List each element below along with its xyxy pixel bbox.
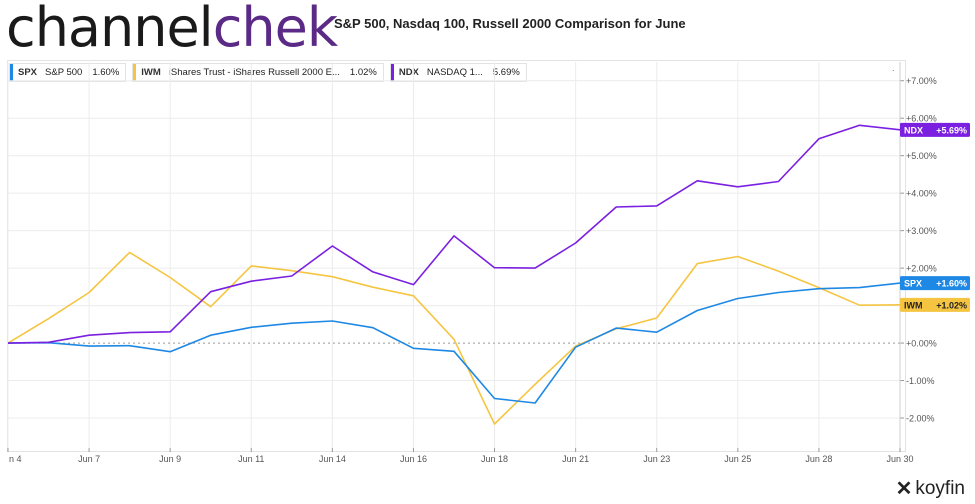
x-tick-label: Jun 23 [643,454,670,464]
series-line-ndx [7,124,901,344]
legend-change: 1.60% [92,67,120,78]
legend-item-iwm[interactable]: IWM iShares Trust - iShares Russell 2000… [132,63,384,82]
chart-title: S&P 500, Nasdaq 100, Russell 2000 Compar… [334,16,686,31]
y-tick-label: +7.00% [906,76,937,86]
y-tick-label: +4.00% [906,189,937,199]
y-tick-label: +2.00% [906,264,937,274]
y-tick-label: -1.00% [906,376,935,386]
legend-change: 5.69% [492,67,520,78]
x-tick-label: Jun 21 [562,454,589,464]
channelchek-logo: channelchek [6,0,338,59]
y-tick-label: +5.00% [906,151,937,161]
koyfin-wordmark: koyfin [915,477,965,499]
series-line-iwm [7,251,901,425]
legend-ticker: NDX [398,67,419,78]
end-badge-ticker: NDX [904,125,923,135]
koyfin-logo-icon: ✕ [895,478,913,500]
legend-item-spx[interactable]: SPX S&P 500 1.60% [9,63,127,82]
end-badge-iwm [900,297,970,312]
x-tick-label: Jun 11 [238,454,264,464]
legend-ticker: SPX [18,67,38,78]
x-tick-label: Jun 7 [78,454,100,464]
x-tick-label: Jun 18 [481,454,508,464]
series-line-spx [7,282,901,404]
legend-item-ndx[interactable]: NDX NASDAQ 1... 5.69% [389,63,527,82]
legend-change: 1.02% [349,67,377,78]
legend-color-spx [10,64,13,81]
end-badge-value: +5.69% [936,125,967,135]
legend-color-ndx [390,64,394,81]
legend-color-iwm [133,64,137,81]
x-tick-label: Jun 30 [886,454,913,464]
y-tick-label: +6.00% [906,114,937,124]
x-tick-label: Jun 28 [805,454,832,464]
end-badge-ndx [900,122,970,137]
logo-text-chek: chek [212,0,338,59]
y-tick-label: -2.00% [906,414,935,424]
end-badge-ticker: IWM [904,300,923,310]
chart-menu-icon[interactable]: . [892,63,895,73]
koyfin-watermark: ✕ koyfin [896,476,965,501]
logo-text-channel: channel [6,0,214,59]
legend-ticker: IWM [141,67,161,78]
end-badge-ticker: SPX [904,279,922,289]
x-tick-label: Jun 14 [319,454,346,464]
x-tick-label: Jun 25 [724,454,751,464]
legend: SPX S&P 500 1.60% IWM iShares Trust - iS… [9,63,527,82]
legend-name: iShares Trust - iShares Russell 2000 E..… [168,67,340,78]
y-tick-label: +3.00% [906,226,937,236]
end-badge-value: +1.60% [936,279,967,289]
y-tick-label: +0.00% [906,339,937,349]
end-badge-spx [900,276,970,291]
x-tick-label: Jun 9 [159,454,181,464]
legend-name: NASDAQ 1... [426,67,483,78]
x-tick-label: Jun 16 [400,454,427,464]
x-tick-label: n 4 [9,454,22,464]
legend-name: S&P 500 [45,67,83,78]
end-badge-value: +1.02% [936,300,967,310]
